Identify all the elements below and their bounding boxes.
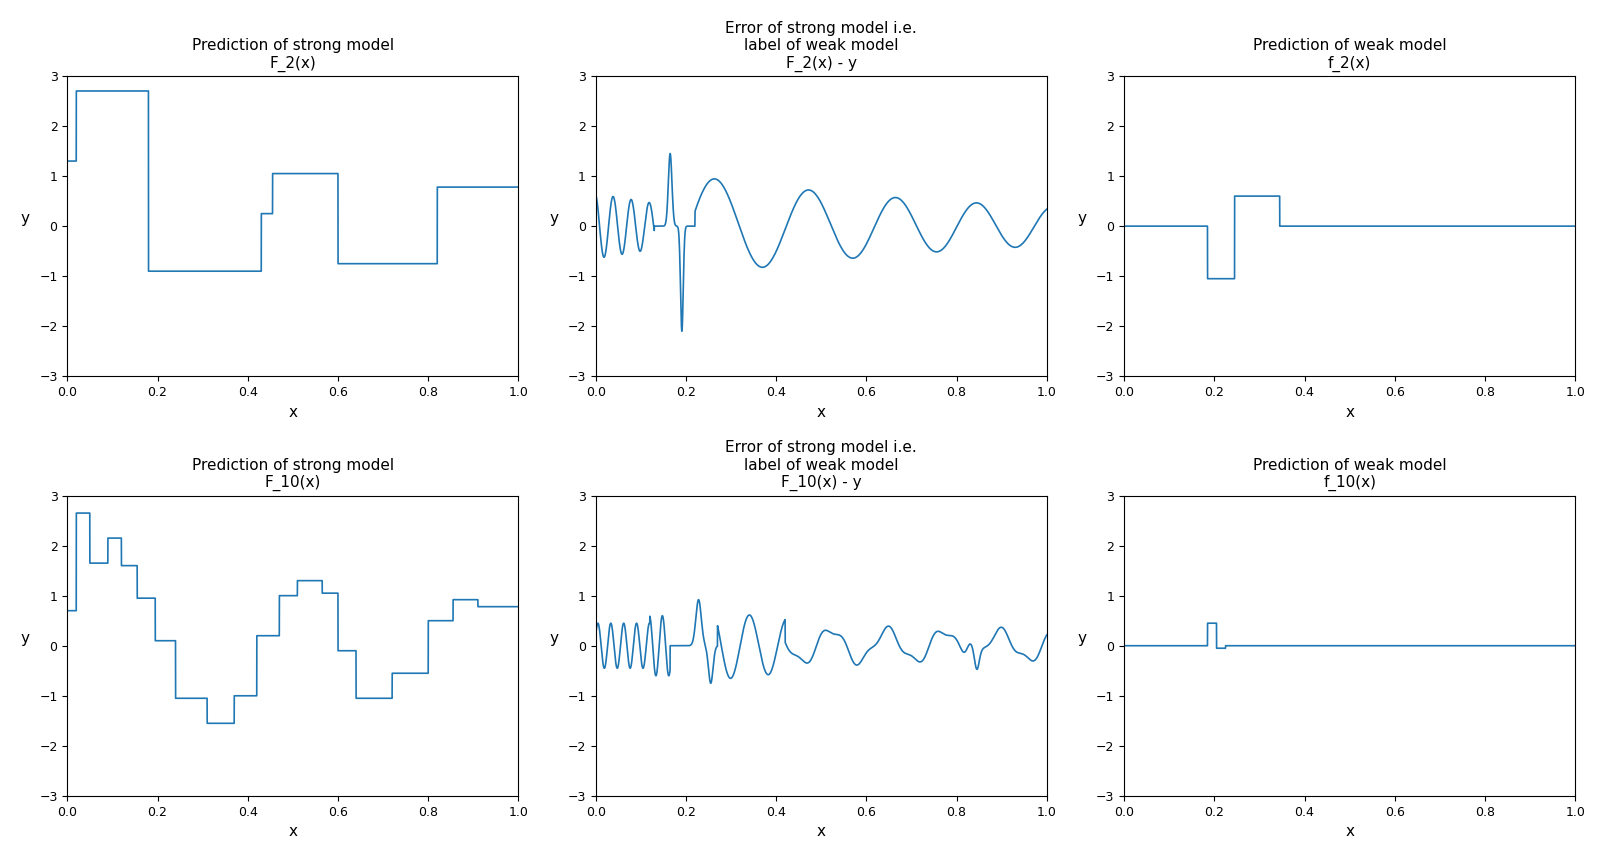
Y-axis label: y: y <box>549 212 559 226</box>
Title: Prediction of weak model
f_10(x): Prediction of weak model f_10(x) <box>1252 458 1446 491</box>
X-axis label: x: x <box>1345 824 1353 839</box>
Title: Error of strong model i.e.
label of weak model
F_2(x) - y: Error of strong model i.e. label of weak… <box>725 21 916 72</box>
Y-axis label: y: y <box>21 630 30 646</box>
Title: Error of strong model i.e.
label of weak model
F_10(x) - y: Error of strong model i.e. label of weak… <box>725 440 916 491</box>
Y-axis label: y: y <box>21 212 30 226</box>
X-axis label: x: x <box>289 824 297 839</box>
Title: Prediction of strong model
F_10(x): Prediction of strong model F_10(x) <box>191 458 393 491</box>
X-axis label: x: x <box>817 824 825 839</box>
Y-axis label: y: y <box>1077 212 1087 226</box>
Y-axis label: y: y <box>549 630 559 646</box>
X-axis label: x: x <box>817 404 825 420</box>
X-axis label: x: x <box>289 404 297 420</box>
Y-axis label: y: y <box>1077 630 1087 646</box>
Title: Prediction of weak model
f_2(x): Prediction of weak model f_2(x) <box>1252 38 1446 72</box>
Title: Prediction of strong model
F_2(x): Prediction of strong model F_2(x) <box>191 38 393 72</box>
X-axis label: x: x <box>1345 404 1353 420</box>
